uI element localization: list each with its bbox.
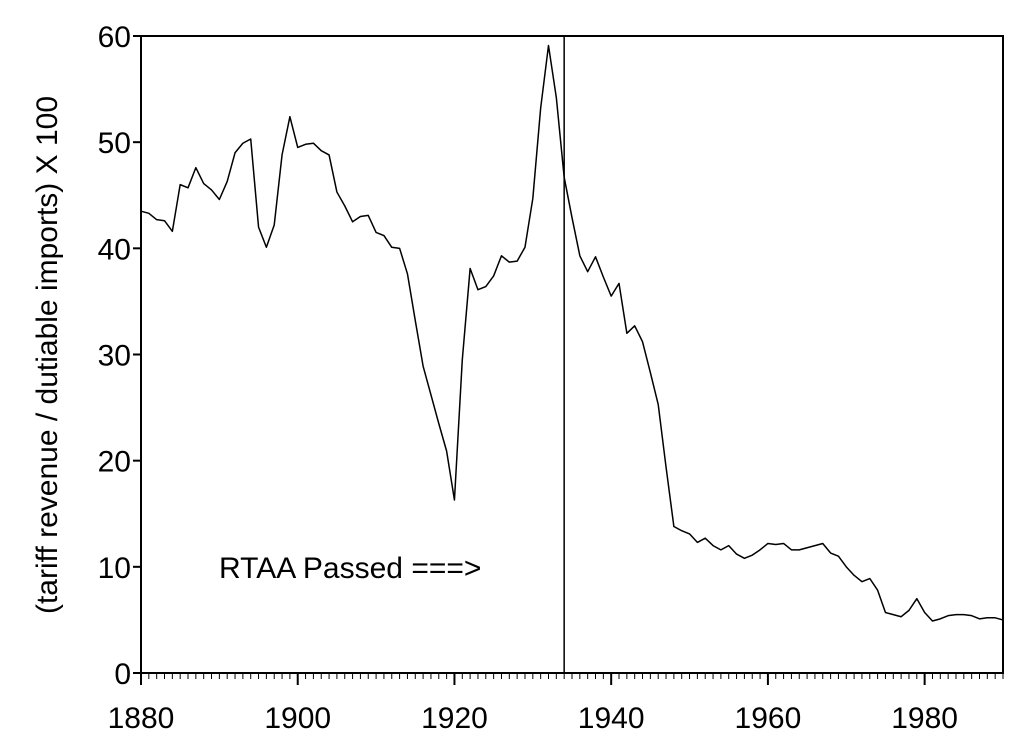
rtaa-annotation: RTAA Passed ===> <box>219 552 481 585</box>
x-tick-label: 1960 <box>735 702 802 735</box>
y-tick-label: 0 <box>114 658 131 691</box>
x-tick-label: 1900 <box>264 702 331 735</box>
y-tick-label: 10 <box>98 552 131 585</box>
x-axis: 1880 1900 1920 1940 1960 1980 <box>108 673 958 735</box>
y-tick-label: 20 <box>98 446 131 479</box>
tariff-series-line <box>140 44 1004 622</box>
y-tick-label: 50 <box>98 127 131 160</box>
y-tick-label: 30 <box>98 340 131 373</box>
y-axis: 0 10 20 30 40 50 60 <box>98 21 141 691</box>
x-tick-label: 1980 <box>891 702 958 735</box>
x-tick-label: 1920 <box>421 702 488 735</box>
x-minor-ticks <box>148 673 1004 679</box>
y-tick-label: 60 <box>98 21 131 54</box>
x-tick-label: 1940 <box>578 702 645 735</box>
x-tick-label: 1880 <box>108 702 175 735</box>
y-axis-title: (tariff revenue / dutiable imports) X 10… <box>31 96 64 614</box>
y-tick-label: 40 <box>98 233 131 266</box>
